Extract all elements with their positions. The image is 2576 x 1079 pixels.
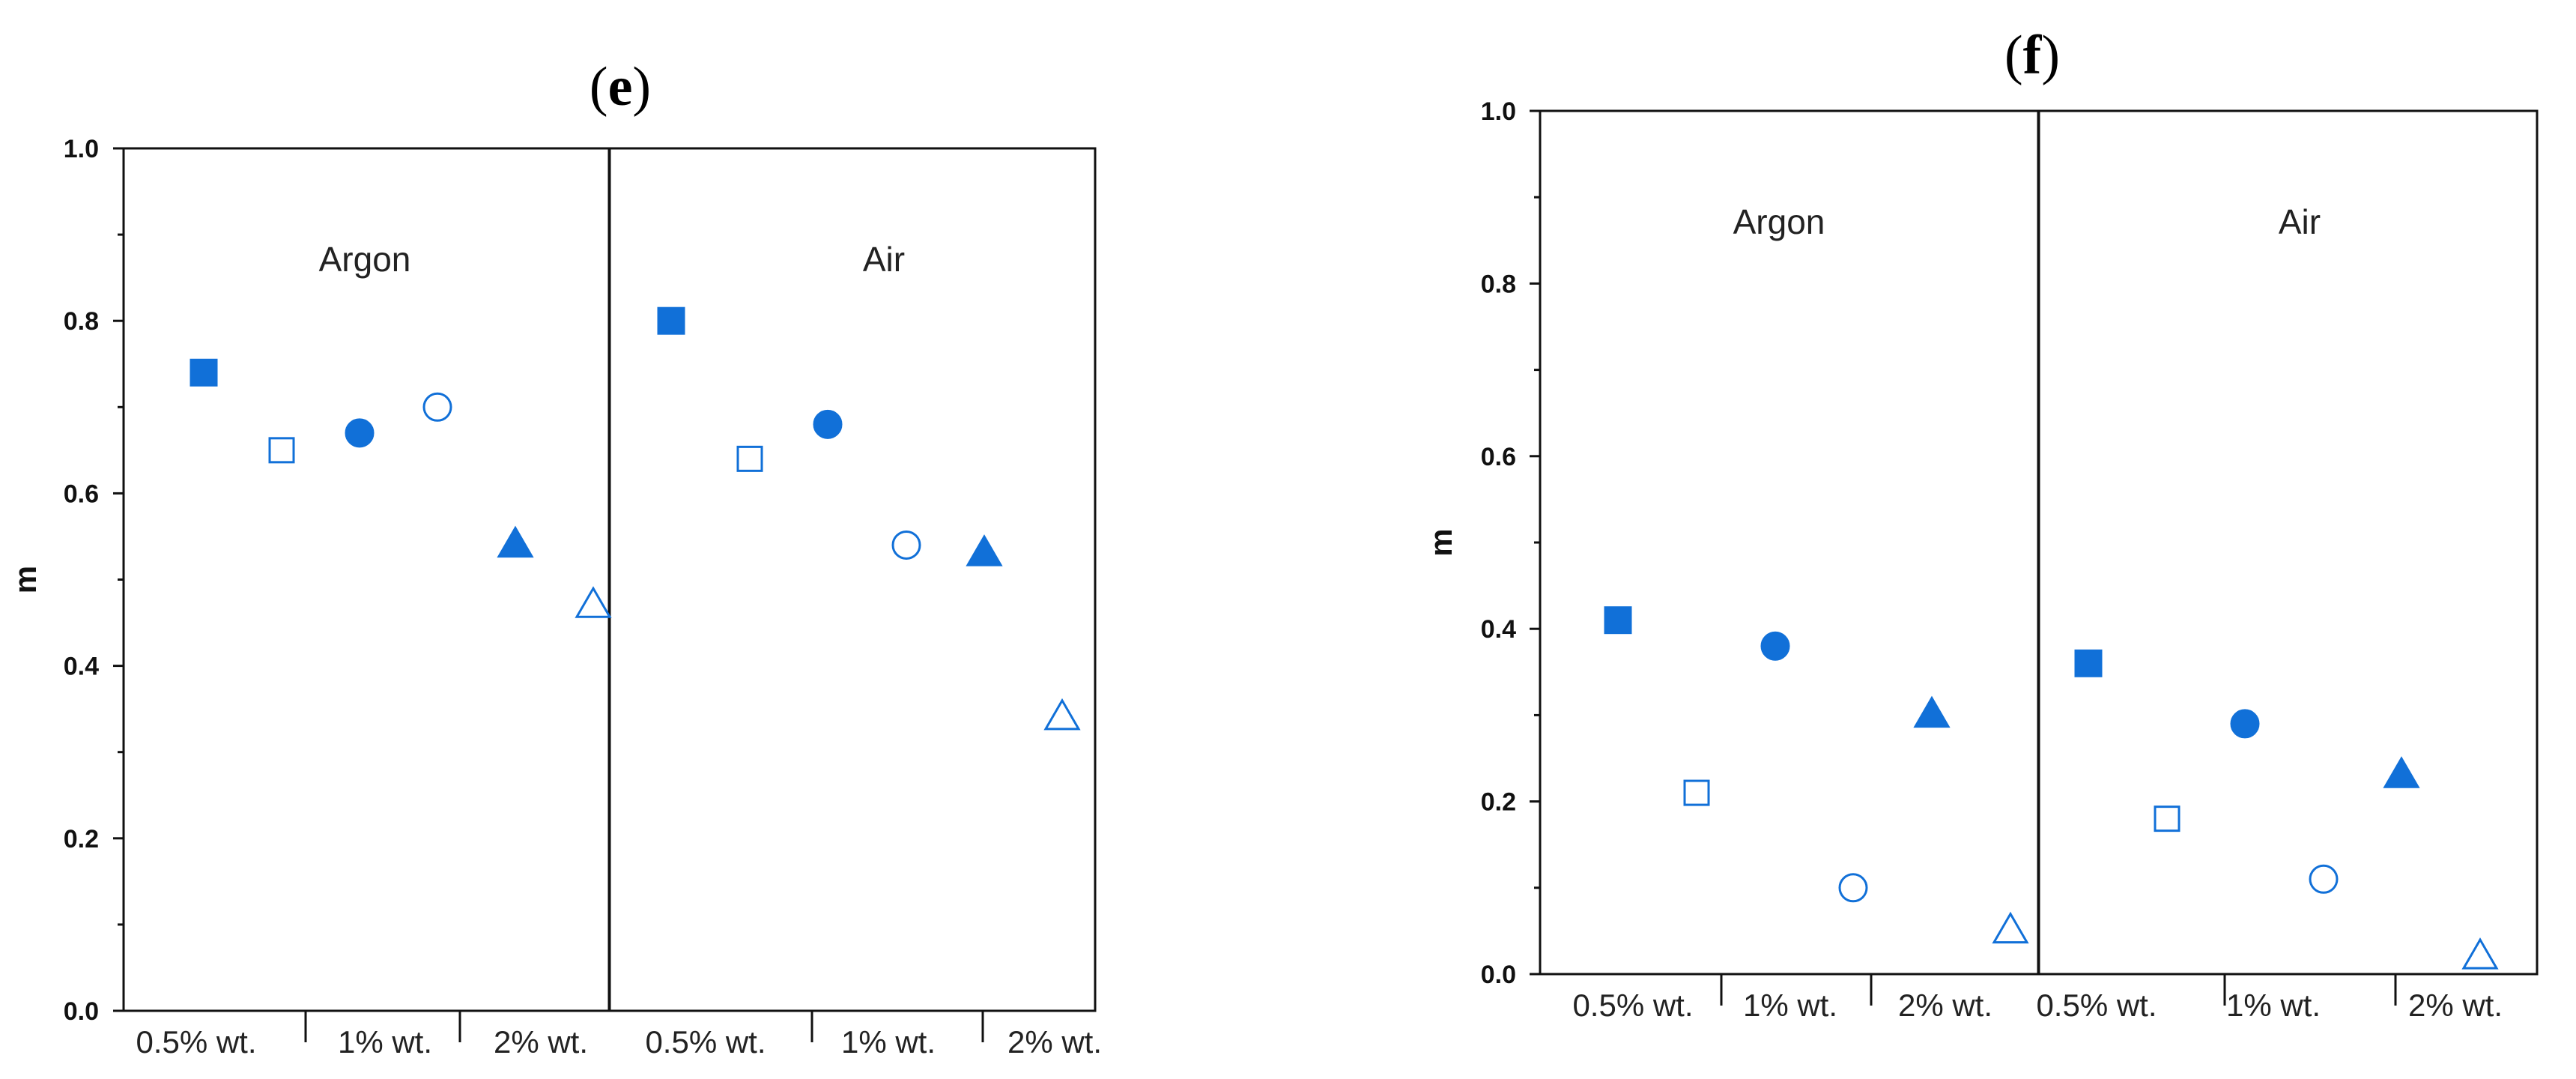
data-point-triangle-open [2461,937,2499,970]
region-label-air: Air [2279,202,2321,241]
y-tick-label: 0.6 [64,480,99,508]
data-point-circle-open [1838,873,1868,903]
data-point-triangle-filled [1913,695,1951,728]
chart-panel-e: (e) 0.0 0.2 0.4 0.6 0.8 1.0 m Argon 0.5% wt. 1% wt… [7,56,1102,1060]
data-point-triangle-open [575,586,612,618]
data-point-square-filled [657,306,685,335]
y-tick-label: 0.4 [64,653,99,681]
y-tick-label: 0.0 [1481,961,1516,989]
x-group-label: 2% wt. [1898,988,1992,1023]
data-point-circle-filled [1760,631,1790,661]
data-point-triangle-filled [497,525,534,558]
y-tick-label: 0.0 [64,997,99,1026]
y-axis-label: m [7,566,43,593]
x-group-label: 2% wt. [1007,1024,1102,1060]
data-point-triangle-filled [2383,756,2420,788]
y-tick-label: 0.2 [64,825,99,853]
x-group-label: 1% wt. [841,1024,936,1060]
data-point-triangle-filled [966,534,1003,566]
region-label-argon: Argon [1733,202,1825,241]
x-group-label: 0.5% wt. [1572,988,1693,1023]
x-group-label: 2% wt. [494,1024,588,1060]
region-label-argon: Argon [319,240,411,279]
y-tick-label: 0.4 [1481,615,1516,644]
y-tick-label: 1.0 [64,135,99,163]
data-point-circle-open [2309,864,2339,894]
data-point-circle-open [891,530,921,560]
x-group-label: 1% wt. [1743,988,1837,1023]
x-group-label: 1% wt. [338,1024,432,1060]
chart-panel-f: (f) 0.0 0.2 0.4 0.6 0.8 1.0 m Argon 0.5% wt. 1% wt… [1423,25,2539,1023]
y-tick-label: 0.2 [1481,788,1516,817]
data-point-square-filled [190,358,218,387]
y-tick-label: 1.0 [1481,97,1516,126]
x-group-label: 0.5% wt. [2036,988,2157,1023]
y-tick-label: 0.6 [1481,443,1516,471]
x-group-label: 0.5% wt. [136,1024,256,1060]
x-group-label: 0.5% wt. [645,1024,766,1060]
data-point-circle-open [422,392,452,422]
y-tick-label: 0.8 [64,307,99,336]
data-point-square-filled [1604,606,1632,635]
data-point-square-open [736,445,763,472]
data-point-triangle-open [1992,911,2029,944]
x-group-label: 2% wt. [2408,988,2503,1023]
x-group-label: 1% wt. [2226,988,2321,1023]
data-point-square-open [2154,806,2180,832]
data-point-circle-filled [813,409,843,439]
data-point-square-filled [2074,649,2103,677]
data-point-circle-filled [2230,709,2260,739]
region-label-air: Air [863,240,905,279]
y-axis-label: m [1423,528,1458,556]
panel-letter: (e) [590,56,651,118]
data-point-square-open [268,437,295,464]
data-point-square-open [1683,779,1710,806]
panel-letter: (f) [2004,25,2060,86]
data-point-circle-filled [345,418,375,448]
y-tick-label: 0.8 [1481,270,1516,298]
data-point-triangle-open [1043,698,1081,731]
